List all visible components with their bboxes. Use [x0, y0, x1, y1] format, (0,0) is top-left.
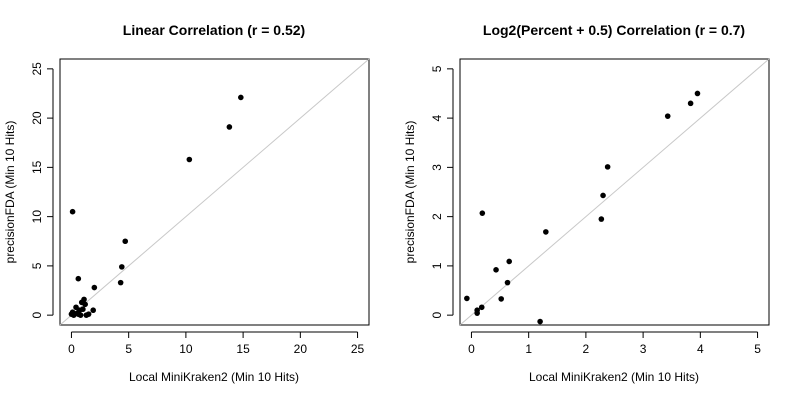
- log2-correlation-panel: Log2(Percent + 0.5) Correlation (r = 0.7…: [403, 22, 770, 384]
- data-point: [474, 310, 480, 316]
- data-point: [69, 208, 76, 215]
- y-axis: 0 5 10 15 20 25: [30, 62, 54, 318]
- x-tick-label: 0: [468, 342, 475, 356]
- x-axis: 0 5 10 15 20 25: [68, 331, 365, 356]
- x-axis-label: Local MiniKraken2 (Min 10 Hits): [529, 370, 699, 384]
- data-point: [226, 124, 233, 130]
- x-tick-label: 4: [697, 342, 704, 356]
- data-point: [506, 258, 513, 265]
- data-point: [464, 295, 470, 302]
- data-point: [479, 210, 486, 216]
- data-point: [537, 318, 543, 325]
- data-point: [478, 304, 485, 311]
- y-tick-label: 10: [30, 210, 44, 224]
- y-tick-label: 3: [430, 164, 444, 171]
- x-tick-label: 1: [525, 342, 532, 356]
- y-tick-label: 20: [30, 111, 44, 125]
- data-point: [186, 156, 193, 163]
- data-point: [687, 100, 694, 107]
- y-tick-label: 1: [430, 262, 444, 269]
- data-point: [604, 164, 611, 170]
- x-axis: 0 1 2 3 4 5: [468, 331, 761, 356]
- x-tick-label: 10: [179, 342, 193, 356]
- x-tick-label: 3: [640, 342, 647, 356]
- y-tick-label: 25: [30, 62, 44, 76]
- y-tick-label: 15: [30, 160, 44, 174]
- data-point: [77, 312, 84, 318]
- y-axis: 0 1 2 3 4 5: [430, 65, 454, 318]
- data-point: [91, 284, 98, 291]
- x-axis-label: Local MiniKraken2 (Min 10 Hits): [129, 370, 299, 384]
- identity-reference-line: [59, 58, 370, 326]
- data-point: [498, 296, 505, 302]
- data-point: [90, 307, 96, 314]
- x-tick-label: 5: [125, 342, 132, 356]
- data-point: [119, 264, 125, 270]
- y-tick-label: 4: [430, 114, 444, 121]
- data-point: [238, 94, 244, 101]
- data-point: [80, 306, 86, 313]
- x-tick-label: 20: [294, 342, 308, 356]
- linear-correlation-panel: Linear Correlation (r = 0.52) 0 5 10 15 20 25…: [3, 22, 370, 384]
- data-point: [598, 216, 605, 222]
- data-point: [82, 301, 88, 308]
- data-point: [493, 267, 499, 273]
- data-point: [81, 296, 87, 303]
- chart-title: Log2(Percent + 0.5) Correlation (r = 0.7…: [483, 22, 745, 38]
- y-tick-label: 0: [30, 311, 44, 318]
- y-tick-label: 5: [430, 65, 444, 72]
- y-axis-label: precisionFDA (Min 10 Hits): [3, 121, 17, 264]
- data-point: [75, 275, 82, 282]
- y-tick-label: 0: [430, 311, 444, 318]
- data-point: [85, 311, 92, 317]
- data-point: [600, 192, 606, 199]
- plot-frame: [59, 58, 370, 326]
- data-points: [68, 94, 244, 318]
- chart-title: Linear Correlation (r = 0.52): [123, 22, 305, 38]
- data-point: [664, 113, 671, 119]
- data-point: [122, 238, 129, 245]
- data-point: [543, 229, 549, 235]
- data-points: [464, 90, 701, 325]
- data-point: [117, 279, 124, 286]
- x-tick-label: 5: [754, 342, 761, 356]
- plot-frame: [459, 58, 770, 326]
- x-tick-label: 25: [351, 342, 365, 356]
- x-tick-label: 0: [68, 342, 75, 356]
- y-axis-label: precisionFDA (Min 10 Hits): [403, 121, 417, 264]
- data-point: [504, 279, 511, 286]
- identity-reference-line: [459, 58, 770, 326]
- data-point: [694, 90, 701, 97]
- x-tick-label: 15: [236, 342, 250, 356]
- x-tick-label: 2: [583, 342, 590, 356]
- y-tick-label: 5: [30, 262, 44, 269]
- y-tick-label: 2: [430, 213, 444, 220]
